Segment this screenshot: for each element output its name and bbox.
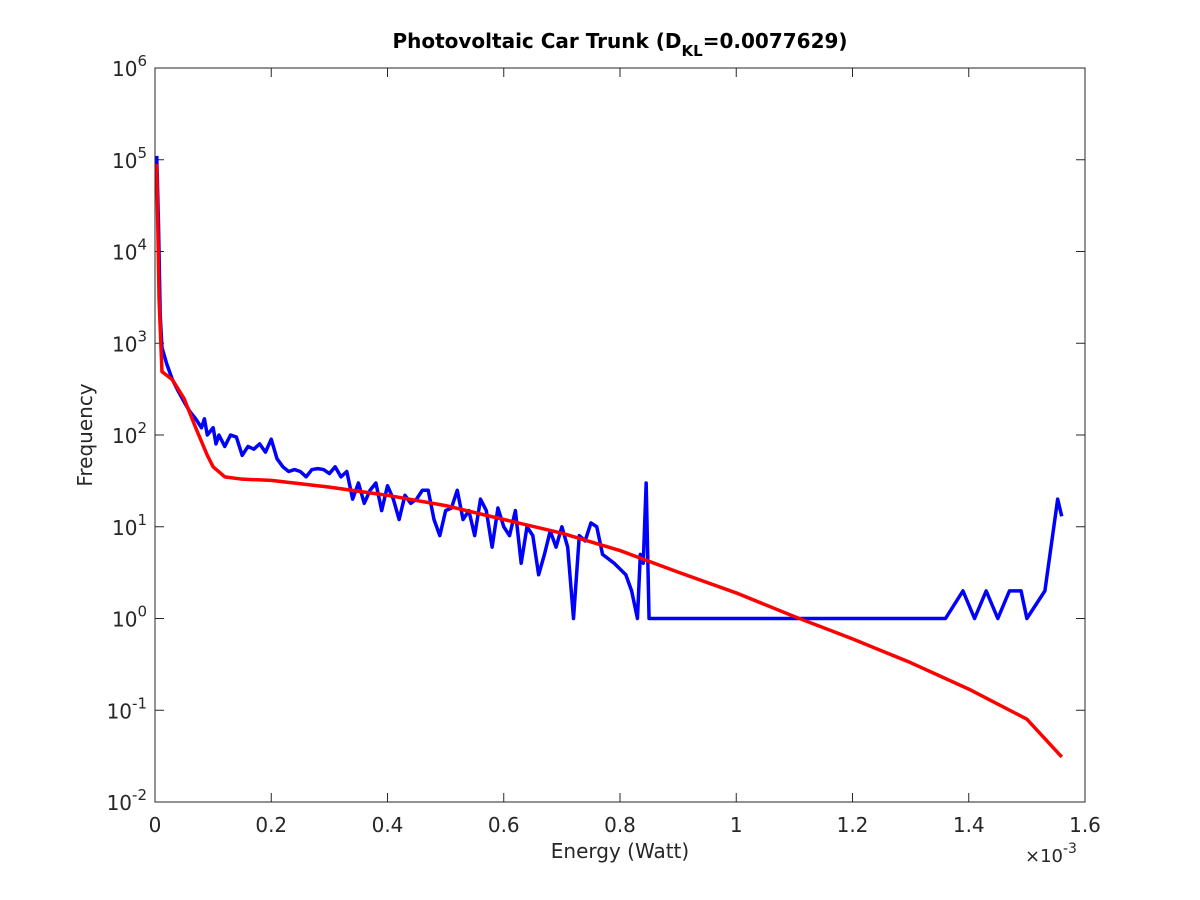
y-tick-exponent: 6 [137,52,147,70]
y-tick-base: 10 [112,149,137,173]
y-tick-exponent: -2 [132,786,147,804]
y-tick-exponent: 3 [137,327,147,345]
y-tick-label: 103 [112,327,147,356]
y-tick-base: 10 [112,608,137,632]
x-tick-label: 0.4 [372,813,404,837]
x-tick-label: 0.2 [255,813,287,837]
x-tick-label: 1.2 [837,813,869,837]
data-line [154,155,1064,621]
data-line [154,163,1064,759]
axes-background [155,68,1085,802]
y-tick-base: 10 [112,57,137,81]
x-tick-label: 0 [149,813,162,837]
y-tick-base: 10 [112,516,137,540]
title-end: =0.0077629) [703,29,848,53]
y-tick-label: 101 [112,511,147,540]
chart-title: Photovoltaic Car Trunk (DKL=0.0077629) [392,29,847,60]
x-tick-label: 1 [730,813,743,837]
y-tick-label: 105 [112,144,147,173]
y-tick-exponent: -1 [132,694,147,712]
y-tick-base: 10 [107,699,132,723]
x-tick-label: 0.8 [604,813,636,837]
y-tick-label: 102 [112,419,147,448]
y-tick-base: 10 [112,332,137,356]
x-tick-label: 0.6 [488,813,520,837]
x-multiplier: ×10-3 [1025,841,1077,867]
y-tick-exponent: 0 [137,603,147,621]
y-tick-exponent: 2 [137,419,147,437]
title-main: Photovoltaic Car Trunk (D [392,29,681,53]
x-tick-label: 1.4 [953,813,985,837]
y-tick-label: 10-2 [107,786,147,815]
y-axis-label: Frequency [73,383,97,486]
axes-box [154,67,1086,803]
title-subscript: KL [682,42,704,60]
y-tick-exponent: 4 [137,236,147,254]
y-tick-label: 10-1 [107,694,147,723]
y-tick-label: 100 [112,603,147,632]
y-tick-base: 10 [112,241,137,265]
y-tick-label: 104 [112,236,147,265]
x-tick-label: 1.6 [1069,813,1101,837]
y-tick-exponent: 5 [137,144,147,162]
x-multiplier-exponent: -3 [1063,841,1077,857]
y-tick-base: 10 [107,791,132,815]
x-multiplier-base: ×10 [1025,846,1063,867]
y-tick-exponent: 1 [137,511,147,529]
y-tick-base: 10 [112,424,137,448]
y-tick-label: 106 [112,52,147,81]
x-axis-label: Energy (Watt) [551,839,689,863]
